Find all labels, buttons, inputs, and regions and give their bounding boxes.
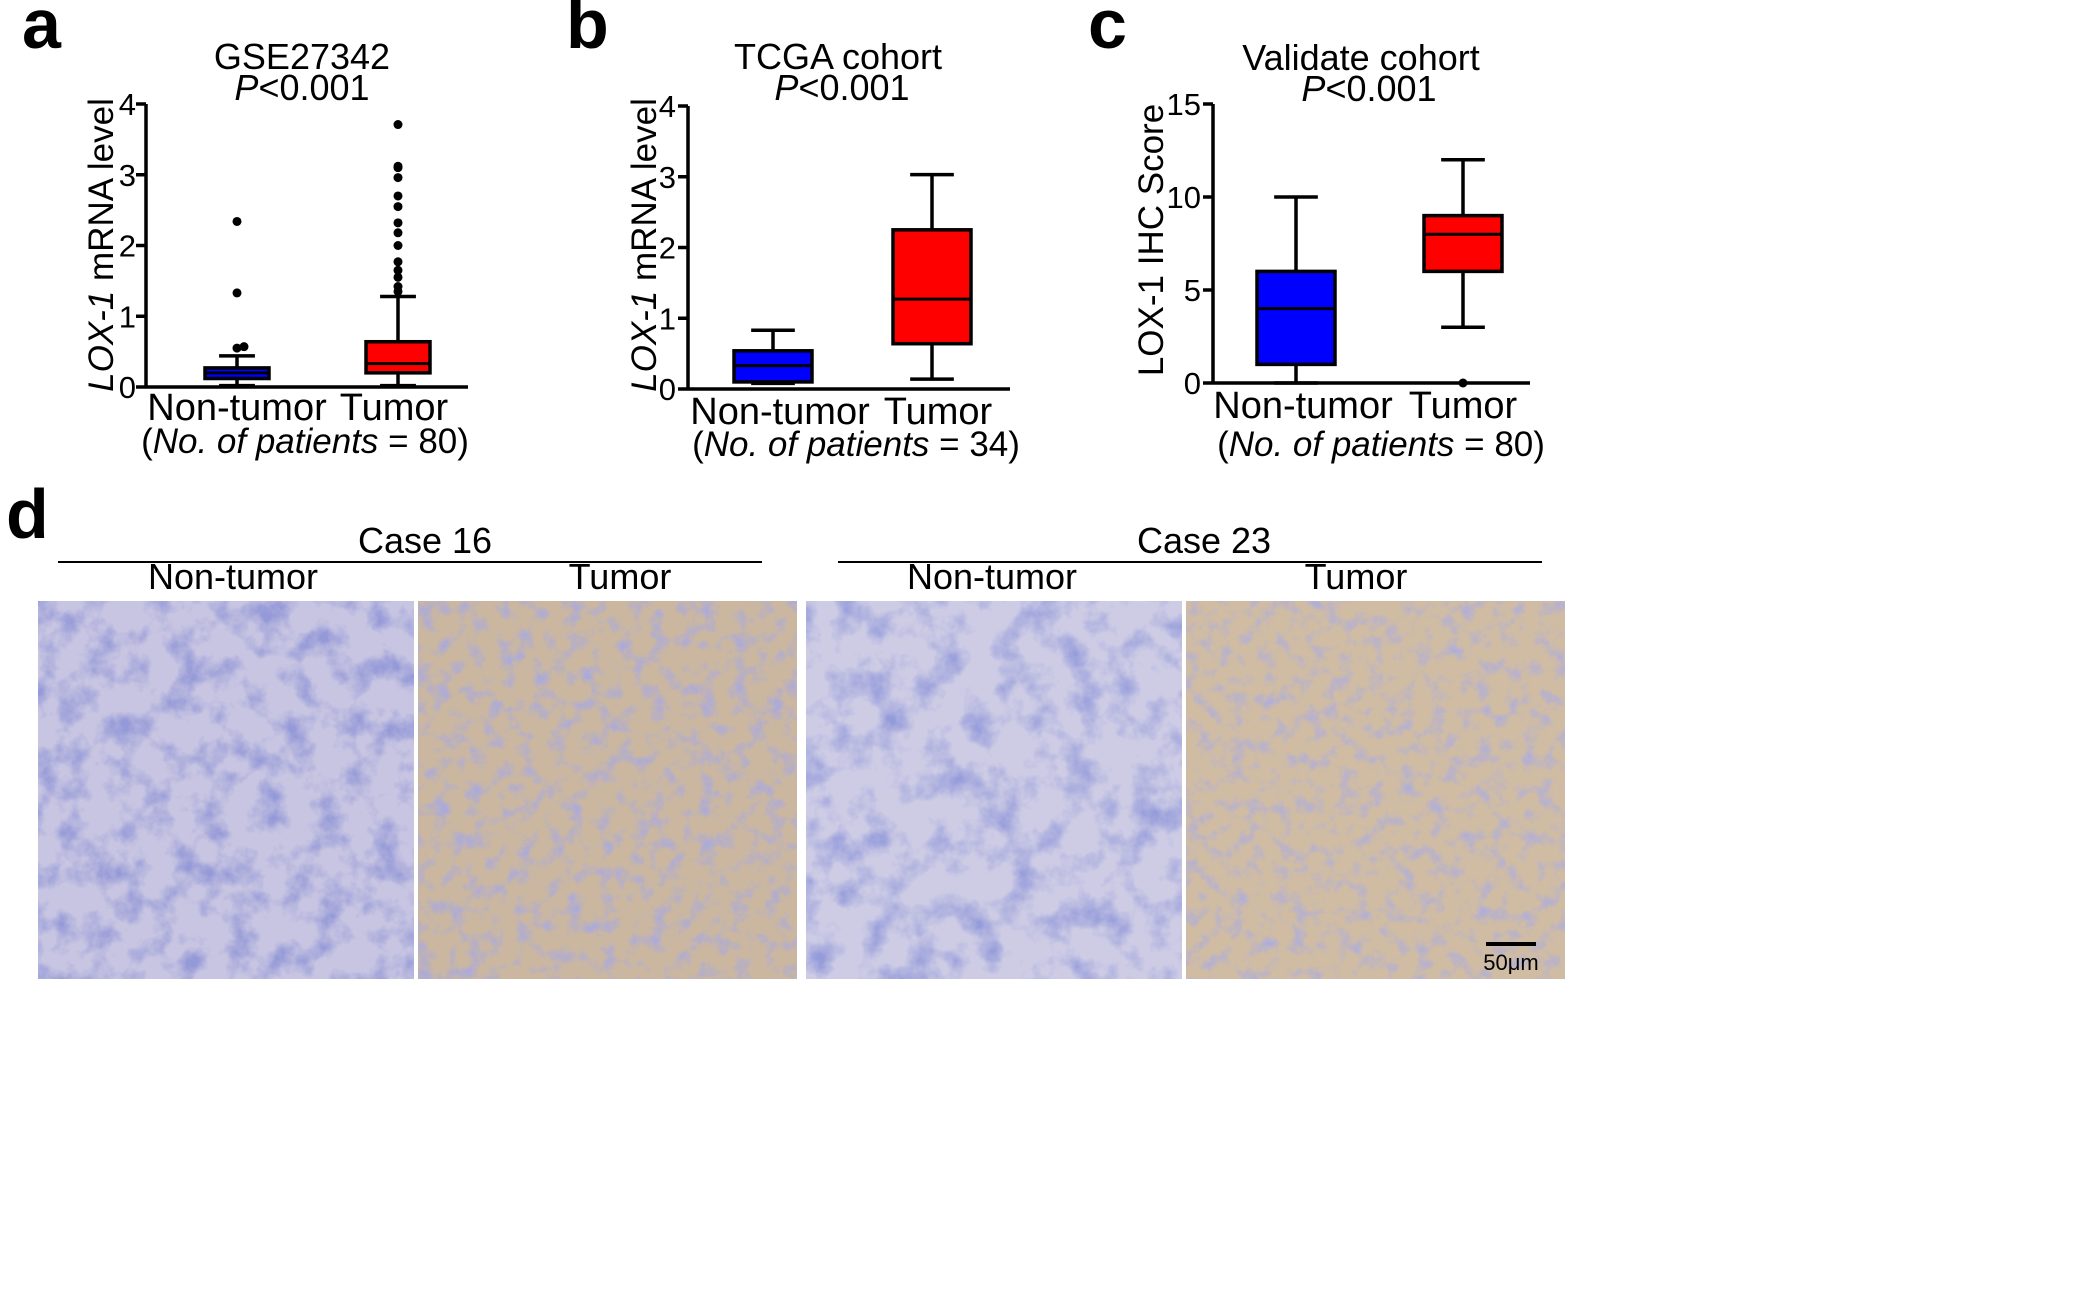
panel-c-tumor-box: [1422, 213, 1504, 274]
panel-c-tumor-outlier: [1458, 378, 1468, 388]
panel-c-title: Validate cohort: [1242, 37, 1479, 78]
panel-a-nontumor-outlier: [232, 288, 242, 298]
panel-c-ytick-label-5: 5: [1184, 273, 1201, 308]
panel-a-tumor-outlier: [393, 161, 403, 171]
case-16-col-nontumor: Non-tumor: [148, 556, 318, 597]
case-16-tumor-micrograph: [418, 601, 797, 979]
panel-b-ytick-label-4: 4: [659, 89, 676, 124]
panel-b-category-nontumor: Non-tumor: [690, 391, 870, 433]
panel-b-category-tumor: Tumor: [884, 391, 993, 433]
panel-a-nontumor-outlier: [232, 216, 242, 226]
panel-b-tumor-box: [891, 228, 973, 346]
panel-c-patient-count: (No. of patients = 80): [1217, 425, 1545, 464]
panel-a-chart: a GSE27342 P<0.001 LOX-1 mRNA level Non-…: [22, 0, 469, 461]
panel-a-tumor-outlier: [393, 257, 403, 267]
panel-a-category-nontumor: Non-tumor: [147, 387, 327, 429]
panel-b-ytick-label-1: 1: [659, 301, 676, 336]
case-16-col-tumor: Tumor: [569, 556, 672, 597]
panel-b-ylabel: LOX-1 mRNA level: [625, 98, 664, 392]
panel-a-patient-count: (No. of patients = 80): [141, 422, 469, 461]
case-23-title: Case 23: [1137, 520, 1271, 561]
scale-bar-label: 50μm: [1483, 950, 1538, 975]
panel-a-tumor-box: [364, 339, 432, 375]
panel-c-chart: c Validate cohort P<0.001 LOX-1 IHC Scor…: [1088, 0, 1545, 464]
panel-b-chart: b TCGA cohort P<0.001 LOX-1 mRNA level N…: [566, 0, 1020, 464]
panel-b-pvalue: P<0.001: [774, 67, 909, 108]
panel-c-pvalue: P<0.001: [1301, 68, 1436, 109]
panel-a-tumor-outlier: [393, 265, 403, 275]
panel-c-nontumor-box: [1255, 269, 1337, 367]
panel-c-category-nontumor: Non-tumor: [1213, 385, 1393, 427]
panel-a-category-tumor: Tumor: [340, 387, 449, 429]
panel-a-ytick-label-0: 0: [119, 370, 136, 405]
panel-a-tumor-outlier: [393, 120, 403, 130]
panel-b-ytick-label-0: 0: [659, 372, 676, 407]
panel-a-tumor-outlier: [393, 272, 403, 282]
panel-a-ytick-label-1: 1: [119, 299, 136, 334]
panel-c-ytick-label-10: 10: [1167, 180, 1201, 215]
panel-a-ylabel: LOX-1 mRNA level: [82, 98, 121, 392]
panel-b-title: TCGA cohort: [734, 36, 942, 77]
panel-c-ytick-label-15: 15: [1167, 87, 1201, 122]
panel-b-ytick-label-3: 3: [659, 160, 676, 195]
panel-a-pvalue: P<0.001: [234, 67, 369, 108]
panel-a-nontumor-outlier: [239, 342, 249, 352]
panel-c-label: c: [1088, 0, 1127, 63]
panel-a-label: a: [22, 0, 62, 63]
case-23-nontumor-micrograph: [806, 601, 1182, 979]
panel-a-tumor-outlier: [393, 228, 403, 238]
panel-a-tumor-outlier: [393, 173, 403, 183]
panel-c-ylabel: LOX-1 IHC Score: [1132, 104, 1171, 376]
panel-a-tumor-outlier: [393, 202, 403, 212]
panel-b-label: b: [566, 0, 609, 63]
panel-a-tumor-outlier: [393, 191, 403, 201]
panel-c-category-tumor: Tumor: [1409, 385, 1518, 427]
panel-c-ytick-label-0: 0: [1184, 366, 1201, 401]
panel-a-ytick-label-3: 3: [119, 158, 136, 193]
panel-b-patient-count: (No. of patients = 34): [692, 425, 1020, 464]
panel-a-tumor-outlier: [393, 282, 403, 292]
panel-d-label: d: [6, 475, 49, 553]
panel-b-ytick-label-2: 2: [659, 231, 676, 266]
panel-d-ihc: d Case 16 Non-tumor Tumor Case 23 Non-tu…: [6, 475, 1565, 979]
case-16-title: Case 16: [358, 520, 492, 561]
panel-a-tumor-outlier: [393, 241, 403, 250]
panel-a-title: GSE27342: [214, 36, 390, 77]
panel-a-ytick-label-4: 4: [119, 87, 136, 122]
panel-a-tumor-outlier: [393, 218, 403, 228]
case-23-tumor-micrograph: [1186, 601, 1565, 979]
case-23-col-nontumor: Non-tumor: [907, 556, 1077, 597]
case-16-nontumor-micrograph: [38, 601, 414, 979]
panel-a-nontumor-outlier: [232, 343, 242, 353]
case-23-col-tumor: Tumor: [1305, 556, 1408, 597]
panel-a-ytick-label-2: 2: [119, 229, 136, 264]
